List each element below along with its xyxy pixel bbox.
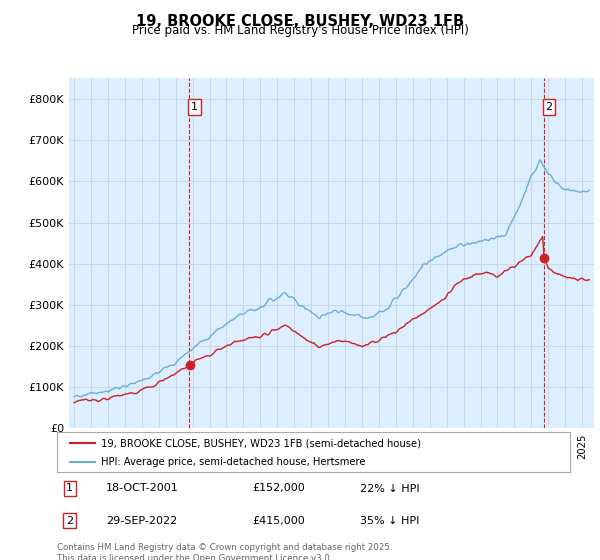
Text: 19, BROOKE CLOSE, BUSHEY, WD23 1FB (semi-detached house): 19, BROOKE CLOSE, BUSHEY, WD23 1FB (semi… (101, 438, 421, 449)
Text: 2: 2 (545, 102, 553, 112)
Text: 19, BROOKE CLOSE, BUSHEY, WD23 1FB: 19, BROOKE CLOSE, BUSHEY, WD23 1FB (136, 14, 464, 29)
Text: Price paid vs. HM Land Registry's House Price Index (HPI): Price paid vs. HM Land Registry's House … (131, 24, 469, 37)
Text: 29-SEP-2022: 29-SEP-2022 (106, 516, 177, 526)
Text: 1: 1 (191, 102, 198, 112)
Text: 2: 2 (66, 516, 73, 526)
Text: 22% ↓ HPI: 22% ↓ HPI (359, 483, 419, 493)
Text: 18-OCT-2001: 18-OCT-2001 (106, 483, 178, 493)
Text: £152,000: £152,000 (252, 483, 305, 493)
Text: £415,000: £415,000 (252, 516, 305, 526)
Text: 35% ↓ HPI: 35% ↓ HPI (359, 516, 419, 526)
Text: 1: 1 (67, 483, 73, 493)
Text: HPI: Average price, semi-detached house, Hertsmere: HPI: Average price, semi-detached house,… (101, 457, 365, 466)
Text: Contains HM Land Registry data © Crown copyright and database right 2025.
This d: Contains HM Land Registry data © Crown c… (57, 543, 392, 560)
